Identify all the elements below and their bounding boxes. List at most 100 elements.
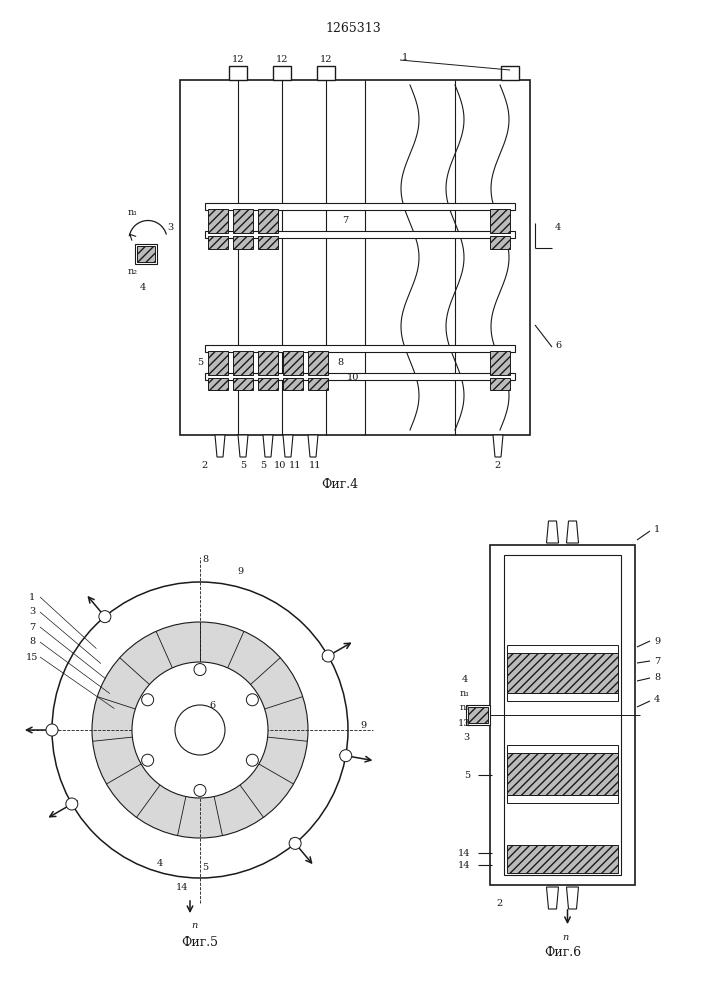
Polygon shape	[215, 435, 225, 457]
Text: 1: 1	[654, 526, 660, 534]
Text: 7: 7	[342, 216, 348, 225]
Polygon shape	[263, 435, 273, 457]
Text: n₁: n₁	[460, 688, 470, 698]
Text: 13: 13	[141, 245, 151, 253]
Circle shape	[99, 611, 111, 623]
Text: 13: 13	[457, 718, 470, 728]
Bar	[283, 378, 303, 390]
Bar	[208, 351, 228, 375]
Bar	[258, 209, 278, 233]
Text: 6: 6	[209, 700, 215, 710]
Text: n: n	[191, 922, 197, 930]
Polygon shape	[566, 521, 578, 543]
Text: 4: 4	[140, 283, 146, 292]
Polygon shape	[238, 435, 248, 457]
Text: Фиг.4: Фиг.4	[322, 479, 358, 491]
Text: 14: 14	[457, 860, 470, 869]
Text: 1: 1	[29, 592, 35, 601]
Bar	[233, 236, 253, 249]
Text: Фиг.6: Фиг.6	[544, 946, 581, 960]
Text: 5: 5	[240, 460, 246, 470]
Text: 1265313: 1265313	[325, 21, 381, 34]
Bar	[490, 351, 510, 375]
Text: 10: 10	[347, 373, 359, 382]
Bar	[205, 203, 515, 210]
Text: 5: 5	[260, 460, 266, 470]
Bar	[507, 845, 618, 873]
Text: 3: 3	[167, 223, 173, 232]
Text: 5: 5	[202, 863, 208, 872]
Polygon shape	[547, 887, 559, 909]
Circle shape	[141, 754, 153, 766]
Bar	[208, 378, 228, 390]
Circle shape	[194, 784, 206, 796]
Bar	[205, 373, 515, 380]
Circle shape	[66, 798, 78, 810]
Text: 15: 15	[26, 652, 38, 662]
Text: 4: 4	[462, 676, 468, 684]
Text: 4: 4	[654, 696, 660, 704]
Bar	[504, 555, 621, 875]
Bar	[507, 645, 618, 653]
Bar	[233, 378, 253, 390]
Bar	[490, 209, 510, 233]
Bar	[507, 753, 618, 795]
Text: 10: 10	[274, 460, 286, 470]
Bar	[137, 245, 155, 261]
Bar	[466, 705, 490, 725]
Text: 2: 2	[497, 898, 503, 908]
Bar	[205, 345, 515, 352]
Bar	[308, 378, 328, 390]
Bar	[258, 378, 278, 390]
Bar	[507, 693, 618, 701]
Text: 1: 1	[402, 53, 408, 62]
Bar	[490, 545, 635, 885]
Bar	[180, 80, 530, 435]
Bar	[283, 351, 303, 375]
Text: 3: 3	[464, 732, 470, 742]
Circle shape	[246, 694, 258, 706]
Bar	[468, 707, 488, 723]
Text: 8: 8	[337, 358, 343, 367]
Text: 2: 2	[202, 460, 208, 470]
Text: 6: 6	[555, 340, 561, 350]
Text: 4: 4	[555, 223, 561, 232]
Text: 5: 5	[197, 358, 203, 367]
Polygon shape	[283, 435, 293, 457]
Text: n: n	[562, 934, 568, 942]
Polygon shape	[308, 435, 318, 457]
Text: n₂: n₂	[460, 702, 470, 712]
Circle shape	[175, 705, 225, 755]
Circle shape	[340, 750, 352, 762]
Bar	[507, 745, 618, 753]
Text: 7: 7	[654, 656, 660, 666]
Bar	[208, 209, 228, 233]
Bar	[205, 231, 515, 238]
Bar	[317, 66, 335, 80]
Circle shape	[322, 650, 334, 662]
Text: 4: 4	[157, 858, 163, 867]
Text: 3: 3	[29, 607, 35, 616]
Bar	[490, 378, 510, 390]
Text: Фиг.5: Фиг.5	[182, 936, 218, 950]
Bar	[258, 236, 278, 249]
Circle shape	[132, 662, 268, 798]
Text: 2: 2	[495, 460, 501, 470]
Bar	[229, 66, 247, 80]
Polygon shape	[493, 435, 503, 457]
Bar	[501, 66, 519, 80]
Circle shape	[141, 694, 153, 706]
Circle shape	[194, 664, 206, 676]
Bar	[208, 236, 228, 249]
Bar	[258, 351, 278, 375]
Text: 8: 8	[29, 638, 35, 647]
Bar	[233, 351, 253, 375]
Text: 11: 11	[309, 460, 321, 470]
Text: 14: 14	[457, 848, 470, 857]
Text: 14: 14	[176, 884, 188, 892]
Text: 9: 9	[654, 637, 660, 646]
Circle shape	[46, 724, 58, 736]
Circle shape	[289, 837, 301, 849]
Text: 12: 12	[276, 55, 288, 64]
Text: 5: 5	[464, 770, 470, 780]
